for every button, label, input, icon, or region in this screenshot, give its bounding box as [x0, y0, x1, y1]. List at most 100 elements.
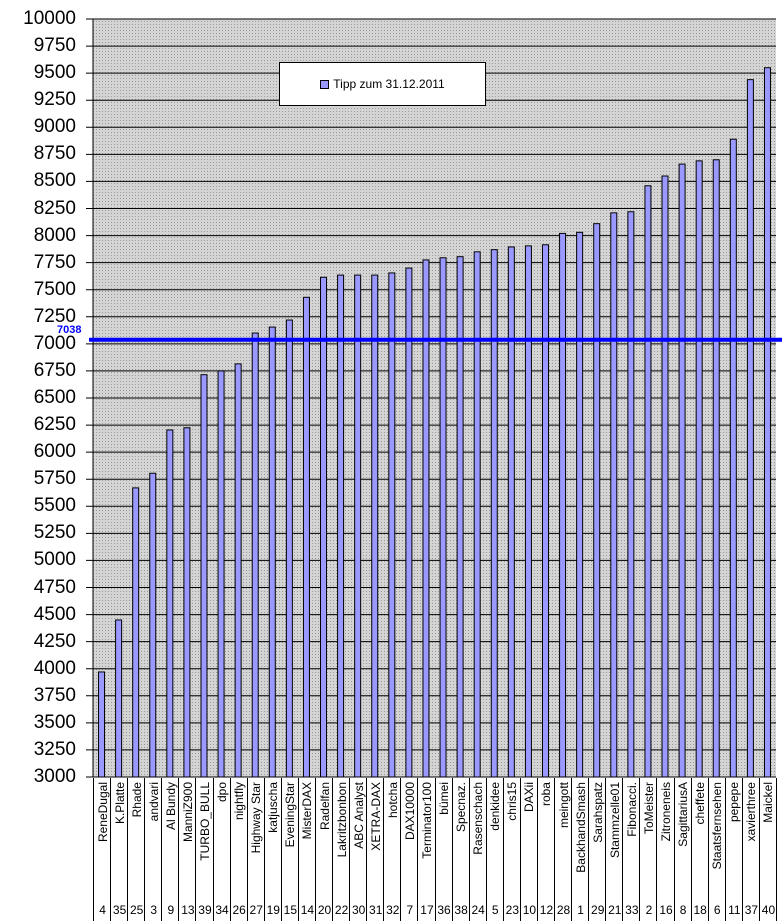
bar	[405, 267, 413, 778]
y-tick-label: 4500	[33, 603, 76, 625]
y-tick-label: 6500	[33, 387, 76, 408]
x-category-label: SagittariusA	[676, 782, 691, 847]
x-category-cell: SagittariusA 8	[673, 778, 692, 921]
x-category-number: 32	[386, 903, 400, 917]
x-category-cell: chris15 23	[502, 778, 521, 921]
x-category-cell: Al Bundy 9	[161, 778, 179, 921]
x-category-cell: xavierthree 37	[741, 778, 760, 921]
bar	[473, 251, 481, 778]
x-category-label: andvari	[146, 782, 161, 822]
x-category-label: DAX10000	[402, 782, 417, 841]
x-category-cell: ManniZ900 13	[178, 778, 196, 921]
x-category-cell: MisterDAX 14	[297, 778, 316, 921]
y-tick-label: 6250	[33, 414, 76, 436]
bar	[149, 472, 157, 778]
bar	[490, 249, 498, 778]
y-tick-label: 8250	[33, 197, 76, 219]
x-category-cell: roba 12	[536, 778, 555, 921]
bar	[302, 296, 310, 778]
y-tick-label: 5250	[33, 522, 76, 544]
x-category-label: Zitroneneis	[659, 782, 673, 842]
y-tick-label: 5500	[33, 495, 76, 517]
bar	[337, 274, 345, 778]
x-category-number: 35	[112, 903, 127, 917]
x-category-cell: DAXii 10	[519, 778, 538, 921]
bar	[200, 374, 208, 778]
bar	[559, 232, 567, 778]
bar	[678, 163, 686, 778]
x-category-label: katjuscha	[266, 782, 281, 833]
reference-line-label: 7038	[57, 324, 82, 336]
x-category-number: 8	[679, 903, 687, 917]
x-category-number: 31	[369, 903, 383, 917]
x-category-label: ABC Analyst	[351, 782, 366, 849]
x-category-label: bümei	[437, 782, 452, 815]
y-tick-label: 4250	[33, 630, 76, 652]
x-category-cell: katjuscha 19	[263, 778, 282, 921]
x-category-cell: Fibonacci. 33	[622, 778, 640, 921]
bar	[251, 332, 259, 778]
y-tick-label: 9250	[33, 89, 76, 111]
x-category-label: Rhade	[129, 782, 144, 818]
x-category-cell: andvari 3	[144, 778, 162, 921]
x-category-label: hotcha	[385, 782, 400, 819]
bar	[729, 138, 737, 778]
bar	[593, 223, 601, 778]
x-category-number: 23	[505, 903, 519, 917]
bar	[576, 231, 584, 778]
x-category-cell: dpo 34	[212, 778, 231, 921]
x-category-number: 26	[232, 903, 246, 917]
y-tick-label: 3500	[33, 711, 76, 733]
x-category-number: 9	[167, 903, 175, 917]
x-category-cell: meingott 28	[554, 778, 572, 921]
x-category-label: chris15	[505, 782, 520, 821]
y-tick-label: 7250	[33, 305, 76, 327]
bar	[217, 370, 225, 778]
y-tick-label: 4750	[33, 576, 76, 598]
x-category-cell: nightfly 26	[229, 778, 248, 921]
x-category-cell: Highway Star 27	[246, 778, 265, 921]
bar	[98, 671, 106, 778]
x-category-label: MisterDAX	[300, 782, 315, 840]
x-category-label: Al Bundy	[163, 782, 178, 831]
x-category-label: DAXii	[522, 782, 537, 813]
y-tick-label: 9500	[33, 62, 76, 84]
x-category-cell: Terminator100 17	[417, 778, 435, 921]
x-category-label: xavierthree	[744, 782, 759, 842]
x-category-label: BackhandSmash	[573, 782, 588, 873]
x-category-number: 29	[591, 903, 605, 917]
bar	[541, 244, 549, 778]
x-category-number: 28	[556, 903, 571, 917]
x-category-cell: Sarahspatz 29	[588, 778, 606, 921]
y-tick-label: 8750	[33, 143, 76, 165]
y-tick-label: 9750	[33, 35, 76, 57]
y-tick-label: 5000	[33, 549, 76, 571]
x-category-number: 27	[249, 903, 263, 917]
x-category-label: Maickel	[761, 782, 776, 823]
x-category-label: Sarahspatz	[590, 782, 605, 843]
x-category-label: TURBO_BULL	[197, 782, 212, 861]
x-category-number: 21	[608, 903, 622, 917]
bar	[183, 427, 191, 778]
bar	[115, 619, 123, 778]
x-category-cell: hotcha 32	[383, 778, 401, 921]
legend-label: Tipp zum 31.12.2011	[333, 77, 445, 91]
x-category-cell: pepepe 11	[724, 778, 743, 921]
x-category-label: K.Platte	[112, 782, 127, 825]
y-tick-label: 8500	[33, 170, 76, 192]
x-category-cell: Specnaz. 38	[451, 778, 470, 921]
x-category-cell: DAX10000 7	[400, 778, 418, 921]
bar	[285, 319, 293, 778]
bar	[320, 276, 328, 778]
y-tick-label: 6000	[33, 441, 76, 463]
x-category-label: ManniZ900	[180, 782, 195, 843]
y-tick-label: 3000	[33, 766, 76, 787]
x-category-number: 36	[437, 903, 451, 917]
x-category-label: XETRA-DAX	[368, 782, 383, 851]
x-category-number: 7	[406, 903, 414, 917]
x-category-number: 4	[99, 903, 106, 917]
bar	[695, 160, 703, 778]
bar	[371, 274, 379, 778]
bar	[268, 326, 276, 778]
